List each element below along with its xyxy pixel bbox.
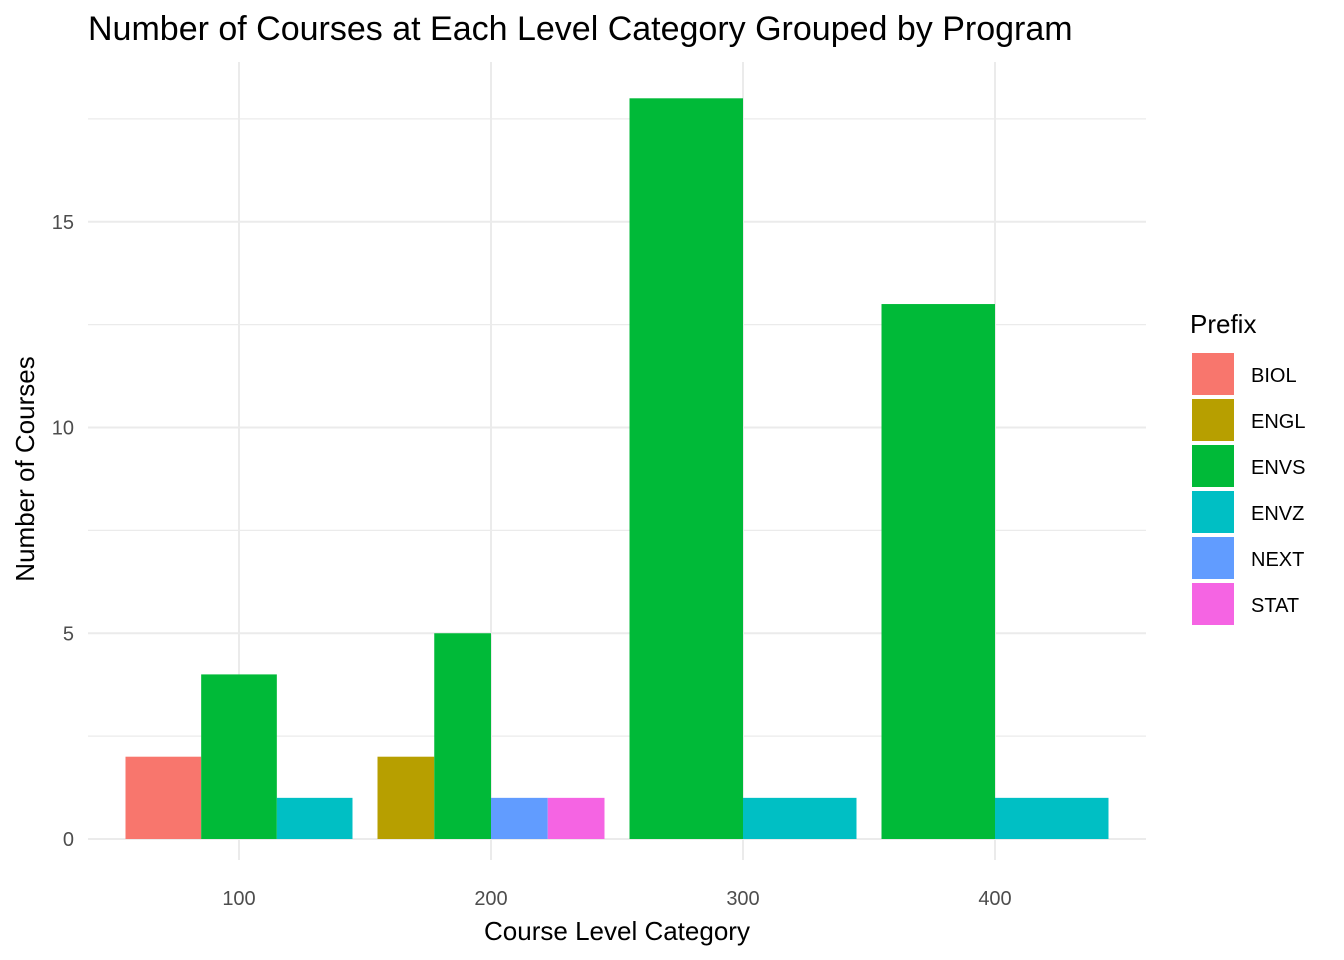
- legend-label-next: NEXT: [1251, 549, 1304, 571]
- chart-title: Number of Courses at Each Level Category…: [88, 10, 1073, 48]
- y-tick-label: 5: [63, 623, 74, 645]
- legend-title: Prefix: [1190, 309, 1256, 339]
- legend-label-envz: ENVZ: [1251, 503, 1304, 525]
- legend-label-envs: ENVS: [1251, 457, 1305, 479]
- bar-envs-200: [434, 633, 491, 839]
- legend-swatch-engl: [1192, 399, 1234, 441]
- bar-envz-400: [995, 797, 1109, 839]
- bar-next-200: [491, 797, 548, 839]
- bar-envs-300: [629, 98, 743, 840]
- legend-swatch-next: [1192, 537, 1234, 579]
- x-tick-label: 200: [474, 888, 507, 910]
- legend-swatch-envz: [1192, 491, 1234, 533]
- bar-envz-300: [743, 797, 857, 839]
- x-axis-ticks: 100 200 300 400: [222, 888, 1011, 910]
- y-tick-label: 15: [52, 212, 74, 234]
- bar-envs-400: [881, 304, 995, 839]
- x-tick-label: 300: [726, 888, 759, 910]
- bar-engl-200: [377, 756, 435, 839]
- bar-envz-100: [276, 797, 353, 839]
- legend-label-stat: STAT: [1251, 595, 1299, 617]
- legend: Prefix BIOL ENGL ENVS ENVZ NEXT STAT: [1190, 309, 1305, 625]
- bar-biol-100: [125, 756, 202, 839]
- x-axis-title: Course Level Category: [484, 916, 750, 946]
- x-tick-label: 100: [222, 888, 255, 910]
- legend-label-biol: BIOL: [1251, 365, 1297, 387]
- legend-swatch-stat: [1192, 583, 1234, 625]
- x-tick-label: 400: [978, 888, 1011, 910]
- y-tick-label: 0: [63, 829, 74, 851]
- y-axis-title: Number of Courses: [10, 356, 40, 581]
- y-tick-label: 10: [52, 418, 74, 440]
- bar-stat-200: [547, 797, 605, 839]
- legend-swatch-biol: [1192, 353, 1234, 395]
- bars: [125, 98, 1109, 840]
- y-axis-ticks: 0 5 10 15: [52, 212, 74, 851]
- bar-envs-100: [201, 674, 277, 839]
- legend-label-engl: ENGL: [1251, 411, 1305, 433]
- legend-swatch-envs: [1192, 445, 1234, 487]
